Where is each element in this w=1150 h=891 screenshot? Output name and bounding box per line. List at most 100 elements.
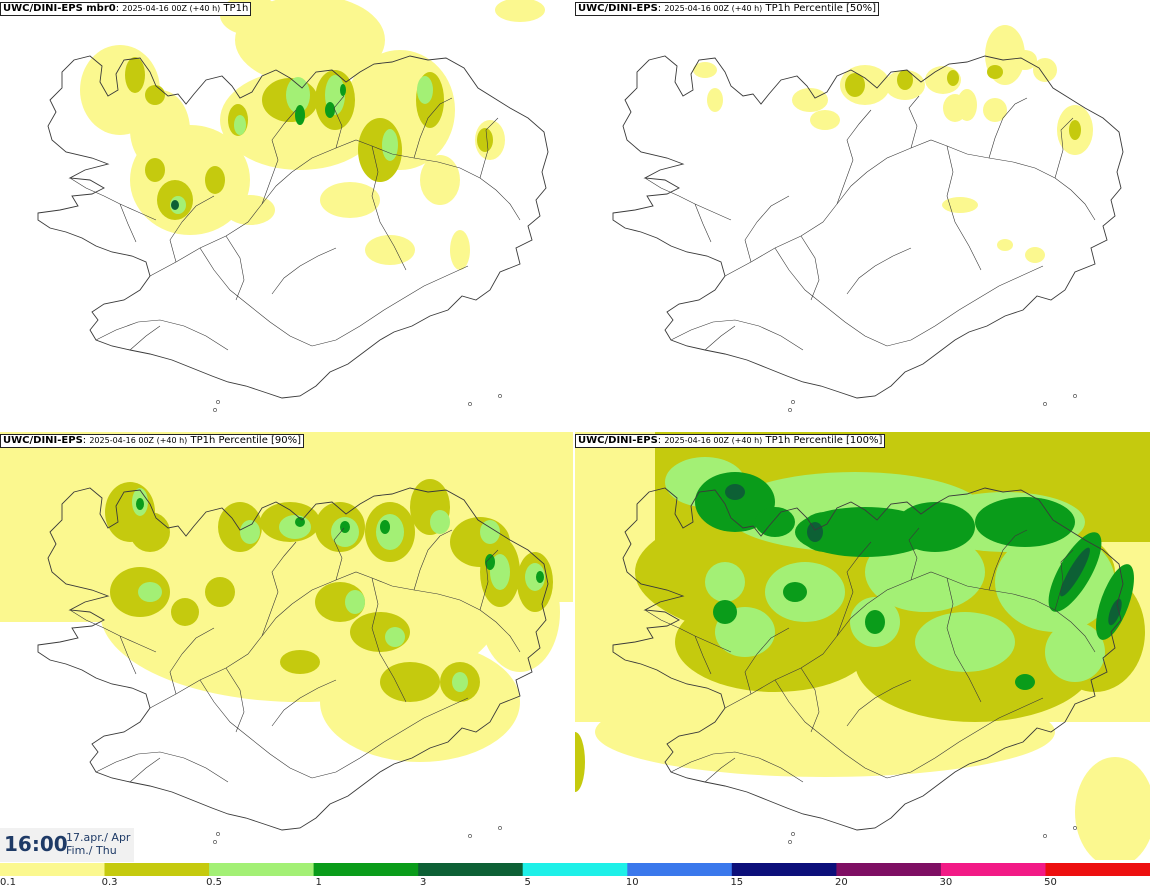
panel-title: UWC/DINI-EPS mbr0: 2025-04-16 00Z (+40 h… (0, 2, 252, 16)
precip-blob (417, 76, 433, 104)
precip-blob (713, 600, 737, 624)
precip-blob (1075, 757, 1150, 860)
iceland-outline (612, 487, 1124, 844)
precip-blob (171, 200, 179, 210)
precip-blob (190, 632, 310, 692)
precip-blob (480, 520, 500, 544)
precip-blob (280, 650, 320, 674)
precip-blob (136, 498, 144, 510)
precip-blob (225, 195, 275, 225)
precip-blob (138, 582, 162, 602)
colorbar-tick-label: 0.1 (0, 877, 16, 888)
precip-blob (525, 563, 545, 591)
colorbar-tick-label: 10 (625, 877, 639, 888)
colorbar-swatch (627, 863, 733, 876)
precip-blob (705, 562, 745, 602)
precip-blob (130, 512, 170, 552)
precip-blob (947, 70, 959, 86)
colorbar-swatch (731, 863, 837, 876)
precip-blob (485, 554, 495, 570)
precip-blob (693, 62, 717, 78)
valid-time-clock: 16:00 (4, 832, 68, 856)
precip-blob (983, 98, 1007, 122)
precip-blob (987, 65, 1003, 79)
precip-blob (725, 484, 745, 500)
precip-blob (376, 514, 404, 550)
precip-blob (1069, 120, 1081, 140)
precip-blob (490, 554, 510, 590)
precip-blob (755, 507, 795, 537)
precip-blob (915, 612, 1015, 672)
valid-date: 17.apr./ Apr Fim./ Thu (66, 831, 131, 857)
colorbar-tick-label: 5 (524, 877, 531, 888)
precip-blob (957, 89, 977, 121)
precip-blob (495, 0, 545, 22)
precip-area (0, 602, 120, 622)
colorbar-tick-label: 1 (315, 877, 322, 888)
precip-map (575, 432, 1150, 860)
precip-blob (1045, 622, 1105, 682)
precip-blob (1033, 58, 1057, 82)
precip-blob (325, 102, 335, 118)
precip-blob (1108, 598, 1122, 626)
precip-blob (997, 239, 1013, 251)
precip-blob (792, 88, 828, 112)
precip-blob (382, 129, 398, 161)
colorbar-swatch (940, 863, 1046, 876)
precip-blob (942, 197, 978, 213)
colorbar-tick-label: 3 (419, 877, 427, 888)
precip-blob (171, 598, 199, 626)
map-panel-p90: UWC/DINI-EPS: 2025-04-16 00Z (+40 h) TP1… (0, 432, 573, 860)
precip-blob (205, 166, 225, 194)
colorbar (0, 863, 1150, 876)
precip-blob (707, 88, 723, 112)
colorbar-tick-label: 30 (939, 877, 953, 888)
precip-blob (895, 502, 975, 552)
precip-blob (450, 230, 470, 270)
precip-blob (536, 571, 544, 583)
precip-blob (975, 497, 1075, 547)
precip-blob (865, 610, 885, 634)
colorbar-swatch (0, 863, 106, 876)
precip-blob (130, 90, 190, 170)
precip-map (37, 0, 549, 412)
precip-blob (320, 642, 520, 762)
precip-blob (845, 73, 865, 97)
precip-blob (320, 182, 380, 218)
colorbar-tick-label: 0.5 (206, 877, 223, 888)
precip-blob (145, 85, 165, 105)
precip-blob (205, 577, 235, 607)
precip-blob (234, 115, 246, 135)
colorbar-swatch (522, 863, 628, 876)
precip-blob (145, 158, 165, 182)
precip-blob (452, 672, 468, 692)
precip-blob (420, 155, 460, 205)
iceland-outline (37, 487, 549, 844)
colorbar-tick-label: 20 (834, 877, 848, 888)
iceland-outline (612, 55, 1124, 412)
map-panel-mbr0: UWC/DINI-EPS mbr0: 2025-04-16 00Z (+40 h… (0, 0, 573, 428)
precip-blob (380, 520, 390, 534)
precip-blob (477, 128, 493, 152)
precip-blob (380, 662, 440, 702)
precip-map (0, 432, 573, 844)
precip-blob (1015, 674, 1035, 690)
panel-title: UWC/DINI-EPS: 2025-04-16 00Z (+40 h) TP1… (575, 434, 886, 448)
colorbar-tick-label: 0.3 (101, 877, 118, 888)
precip-blob (365, 235, 415, 265)
precip-blob (807, 522, 823, 542)
map-panel-p50: UWC/DINI-EPS: 2025-04-16 00Z (+40 h) TP1… (575, 0, 1150, 428)
precip-blob (340, 84, 346, 96)
precip-blob (125, 57, 145, 93)
colorbar-swatch (313, 863, 419, 876)
precip-blob (295, 105, 305, 125)
colorbar-swatch (104, 863, 210, 876)
precip-blob (1060, 547, 1090, 597)
panel-title: UWC/DINI-EPS: 2025-04-16 00Z (+40 h) TP1… (575, 2, 880, 16)
colorbar-swatch (1045, 863, 1150, 876)
precip-blob (800, 512, 850, 552)
precip-blob (1025, 247, 1045, 263)
precip-blob (783, 582, 807, 602)
precip-map (612, 25, 1124, 412)
colorbar-swatch (836, 863, 942, 876)
